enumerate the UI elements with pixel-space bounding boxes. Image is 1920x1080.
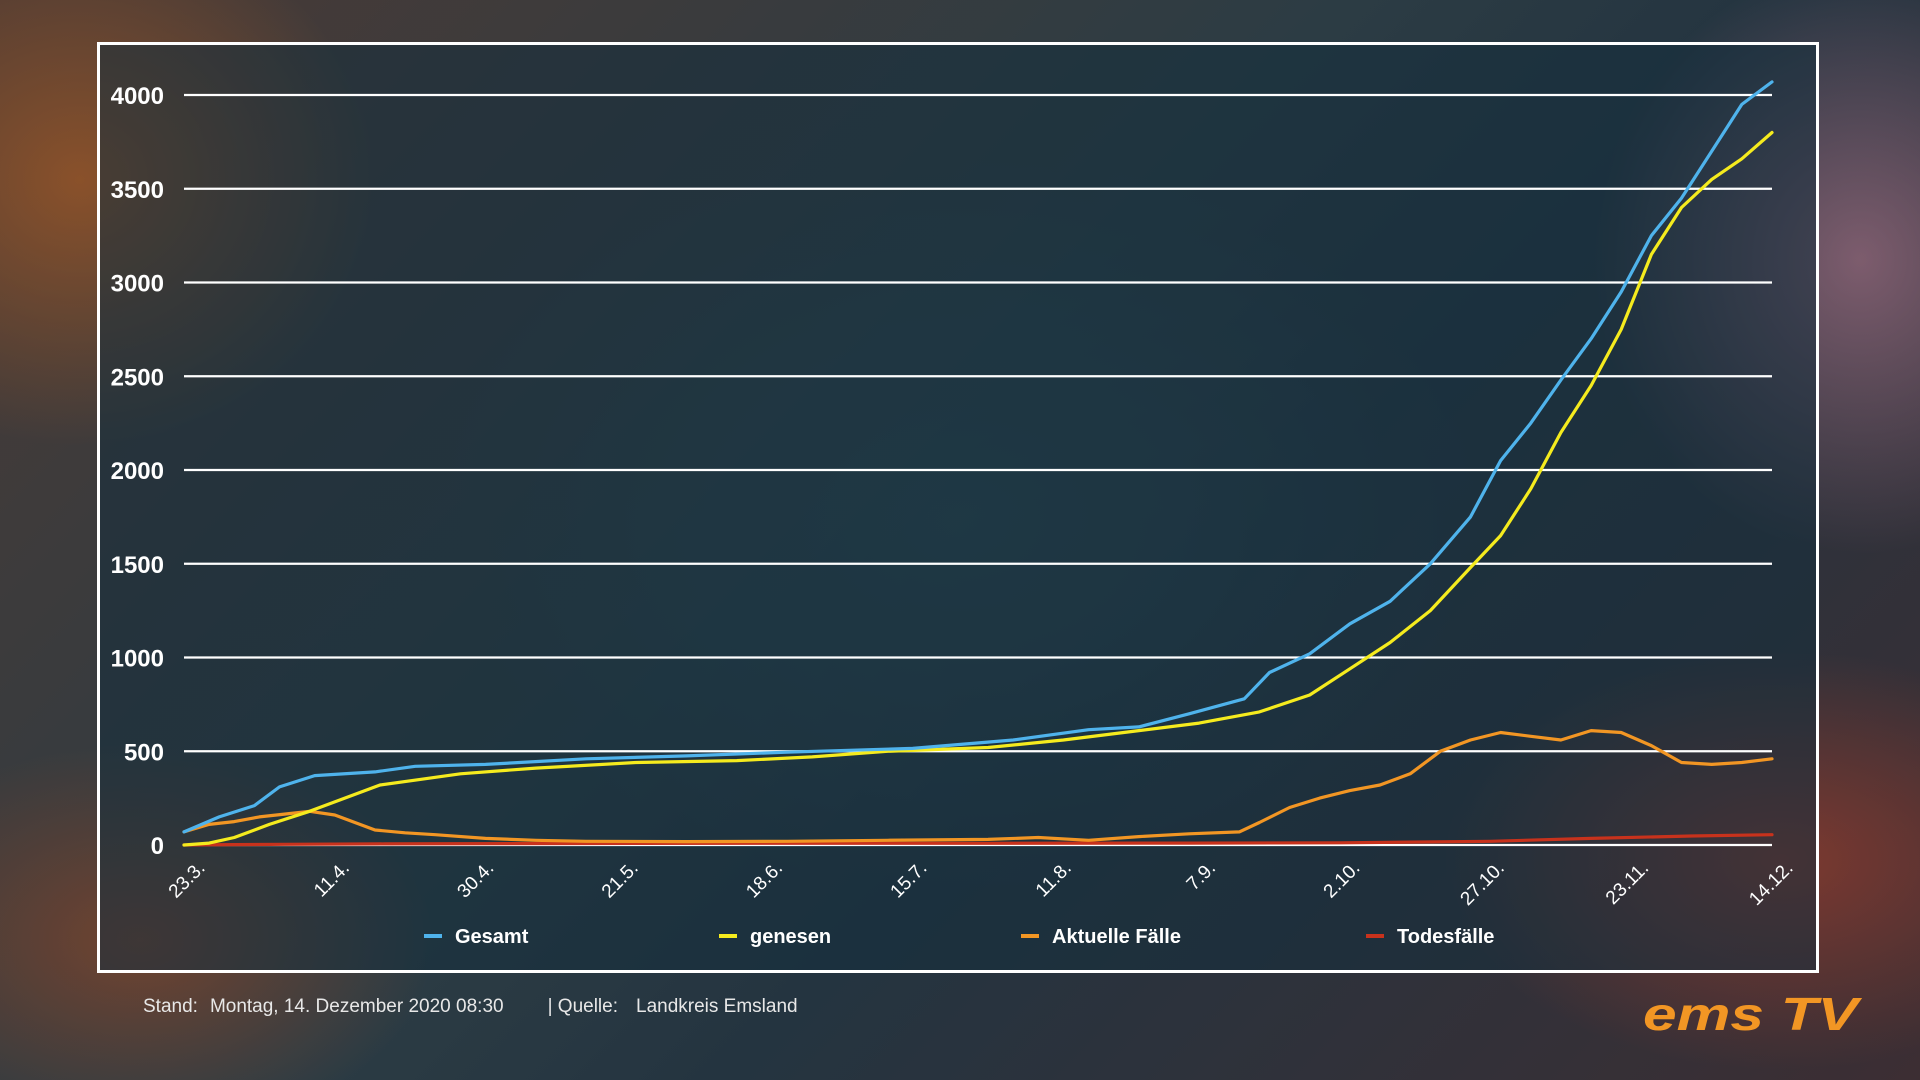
x-tick-label: 2.10. xyxy=(1320,858,1365,903)
y-tick-label: 500 xyxy=(124,739,164,766)
y-tick-label: 1000 xyxy=(111,646,164,673)
x-tick-label: 15.7. xyxy=(887,858,932,903)
legend-label: Todesfälle xyxy=(1397,926,1494,948)
y-tick-label: 1500 xyxy=(111,552,164,579)
y-tick-label: 2500 xyxy=(111,364,164,391)
series-line-gesamt xyxy=(182,80,1774,834)
legend-label: genesen xyxy=(750,926,831,948)
series-line-genesen xyxy=(182,130,1774,847)
source-label: | Quelle: xyxy=(547,996,618,1017)
x-tick-label: 7.9. xyxy=(1183,858,1220,895)
ems-tv-logo: ems TV xyxy=(1643,990,1862,1038)
x-tick-label: 18.6. xyxy=(742,858,787,903)
series-lines xyxy=(182,80,1774,847)
y-tick-label: 3500 xyxy=(111,177,164,204)
x-tick-label: 27.10. xyxy=(1457,858,1509,910)
source-value: Landkreis Emsland xyxy=(636,996,798,1017)
x-tick-label: 23.11. xyxy=(1602,858,1653,909)
gridlines xyxy=(184,93,1772,847)
logo-text: ems TV xyxy=(1643,990,1862,1038)
footer: Stand: Montag, 14. Dezember 2020 08:30 | Q… xyxy=(143,996,798,1018)
x-tick-label: 21.5. xyxy=(598,858,643,903)
x-tick-label: 30.4. xyxy=(454,858,499,903)
line-chart: 4000 3500 3000 2500 2000 1500 1000 500 0 23.3. 11… xyxy=(111,80,1798,948)
legend-label: Aktuelle Fälle xyxy=(1052,926,1181,948)
y-tick-label: 0 xyxy=(151,833,164,860)
x-tick-label: 11.4. xyxy=(310,858,354,902)
series-line-aktuelle-f-lle xyxy=(182,729,1774,844)
stand-label: Stand: xyxy=(143,996,198,1017)
y-tick-label: 4000 xyxy=(111,83,164,110)
x-tick-label: 14.12. xyxy=(1745,858,1797,910)
chart-frame: 4000 3500 3000 2500 2000 1500 1000 500 0 23.3. 11… xyxy=(97,42,1819,973)
x-tick-label: 11.8. xyxy=(1032,858,1076,902)
stand-value: Montag, 14. Dezember 2020 08:30 xyxy=(209,996,504,1017)
y-tick-label: 3000 xyxy=(111,271,164,298)
x-tick-label: 23.3. xyxy=(165,858,210,903)
y-axis-ticks: 4000 3500 3000 2500 2000 1500 1000 500 0 xyxy=(111,83,164,860)
y-tick-label: 2000 xyxy=(111,458,164,485)
legend-label: Gesamt xyxy=(455,926,529,948)
legend: Gesamt genesen Aktuelle Fälle Todesfälle xyxy=(424,926,1494,948)
series-line-todesf-lle xyxy=(182,833,1774,847)
x-axis-ticks: 23.3. 11.4. 30.4. 21.5. 18.6. 15.7. 11.8. 7.9. 2… xyxy=(165,858,1798,910)
